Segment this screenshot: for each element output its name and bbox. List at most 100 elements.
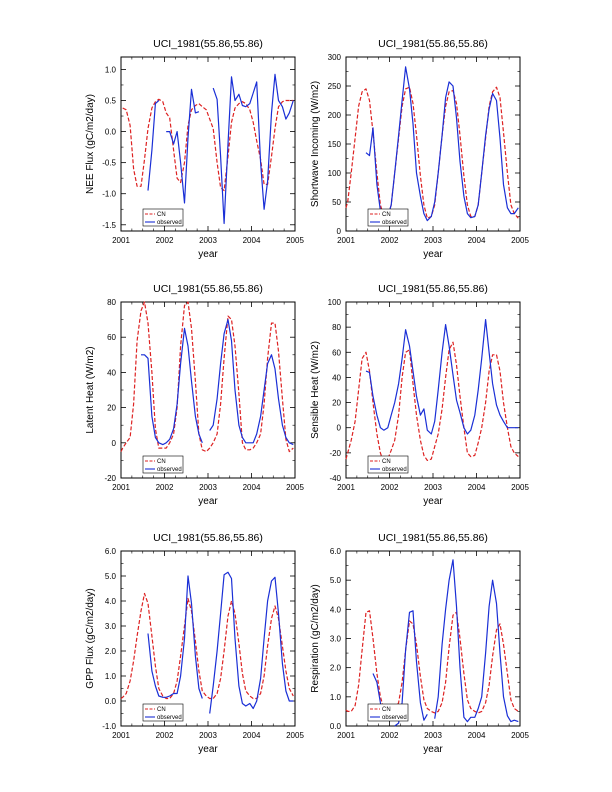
chart-title: UCI_1981(55.86,55.86)	[153, 38, 263, 50]
y-tick-label: 200	[328, 111, 342, 120]
chart-panel-4: UCI_1981(55.86,55.86)2001 2002 2003 2004 200…	[310, 283, 529, 507]
chart-title: UCI_1981(55.86,55.86)	[378, 38, 488, 50]
chart-title: UCI_1981(55.86,55.86)	[378, 532, 488, 544]
y-axis-label: Shortwave Incoming (W/m2)	[310, 81, 321, 207]
chart-panel-5: UCI_1981(55.86,55.86) 2001 2002 2003 2004 200…	[85, 532, 304, 755]
y-tick-label: 0.0	[105, 128, 117, 137]
plot-frame	[120, 56, 296, 232]
x-axis-label: year	[198, 249, 218, 260]
x-axis-label: year	[423, 744, 443, 755]
y-tick-label: 6.0	[105, 547, 117, 556]
y-tick-label: 1.0	[105, 672, 117, 681]
y-tick-label: 0.0	[330, 722, 342, 731]
y-tick-label: 4.0	[105, 597, 117, 606]
legend-label: CN	[157, 459, 166, 465]
x-tick-label: 2003	[199, 731, 217, 740]
y-tick-label: 20	[107, 404, 116, 413]
chart-title: UCI_1981(55.86,55.86)	[153, 532, 263, 544]
y-tick-label: 0.0	[105, 697, 117, 706]
chart-panel-1: UCI_1981(55.86,55.86) 2001 2002 2003 2004 200…	[85, 38, 304, 260]
x-tick-label: 2003	[424, 731, 442, 740]
legend-label: CN	[382, 212, 391, 218]
x-tick-label: 2003	[199, 483, 217, 492]
x-tick-label: 2002	[381, 731, 399, 740]
y-tick-label: -0.5	[102, 159, 116, 168]
x-axis-label: year	[198, 744, 218, 755]
series-line-cn	[345, 86, 519, 219]
y-tick-label: -20	[329, 449, 341, 458]
series-line-cn	[120, 592, 294, 700]
legend-label: observed	[382, 715, 407, 721]
y-tick-label: 60	[332, 348, 341, 357]
y-tick-label: -40	[329, 474, 341, 483]
y-tick-label: 2.0	[330, 664, 342, 673]
series-line-cn	[122, 98, 294, 192]
plot-frame	[120, 301, 296, 479]
x-tick-label: 2004	[468, 483, 486, 492]
plot-frame	[345, 56, 521, 232]
x-tick-label: 2005	[286, 731, 304, 740]
legend-label: observed	[157, 715, 182, 721]
legend-label: observed	[157, 467, 182, 473]
y-tick-label: -1.5	[102, 221, 116, 230]
legend-label: observed	[382, 467, 407, 473]
x-tick-label: 2001	[337, 236, 355, 245]
legend-label: observed	[157, 220, 182, 226]
x-tick-label: 2005	[511, 483, 529, 492]
series-line-observed	[141, 319, 294, 446]
y-tick-label: 1.0	[105, 65, 117, 74]
x-tick-label: 2003	[424, 236, 442, 245]
y-tick-label: 3.0	[330, 635, 342, 644]
y-tick-label: 100	[328, 298, 342, 307]
y-tick-label: 3.0	[105, 622, 117, 631]
y-tick-label: 2.0	[105, 647, 117, 656]
y-tick-label: 60	[107, 333, 116, 342]
y-tick-label: 0	[112, 439, 117, 448]
x-axis-label: year	[423, 249, 443, 260]
x-tick-label: 2005	[511, 731, 529, 740]
y-tick-label: 0.5	[105, 97, 117, 106]
series-line-observed	[365, 66, 519, 222]
series-line-observed	[365, 319, 519, 435]
x-tick-label: 2002	[156, 236, 174, 245]
chart-panel-2: UCI_1981(55.86,55.86) 2001 2002 2003 2004 200…	[310, 38, 529, 260]
series-line-observed	[147, 73, 294, 225]
y-axis-label: GPP Flux (gC/m2/day)	[85, 588, 96, 688]
series-line-observed	[372, 559, 519, 727]
series-line-cn	[345, 610, 519, 714]
x-tick-label: 2001	[337, 731, 355, 740]
x-tick-label: 2001	[112, 731, 130, 740]
x-tick-label: 2005	[286, 236, 304, 245]
series-line-observed	[147, 571, 294, 714]
y-tick-label: -1.0	[102, 190, 116, 199]
x-tick-label: 2003	[424, 483, 442, 492]
series-line-cn	[345, 341, 519, 464]
y-tick-label: 40	[332, 373, 341, 382]
x-axis-label: year	[198, 496, 218, 507]
y-tick-label: 40	[107, 368, 116, 377]
plot-frame	[345, 550, 521, 727]
chart-panel-3: UCI_1981(55.86,55.86) 2001 2002 2003 2004 20 0…	[85, 283, 304, 507]
x-tick-label: 2004	[243, 483, 261, 492]
legend-label: observed	[382, 220, 407, 226]
legend-label: CN	[157, 707, 166, 713]
y-axis-label: Latent Heat (W/m2)	[85, 346, 96, 433]
y-tick-label: 1.0	[330, 693, 342, 702]
x-tick-label: 2004	[243, 236, 261, 245]
y-tick-label: 100	[328, 169, 342, 178]
y-tick-label: 6.0	[330, 547, 342, 556]
x-tick-label: 2002	[156, 483, 174, 492]
y-tick-label: 80	[332, 323, 341, 332]
y-tick-label: -20	[104, 474, 116, 483]
legend-label: CN	[382, 707, 391, 713]
x-tick-label: 2002	[381, 236, 399, 245]
x-tick-label: 2001	[337, 483, 355, 492]
x-tick-label: 2003	[199, 236, 217, 245]
legend-label: CN	[382, 459, 391, 465]
chart-title: UCI_1981(55.86,55.86)	[153, 283, 263, 295]
y-tick-label: 80	[107, 298, 116, 307]
series-line-cn	[120, 301, 294, 453]
x-tick-label: 2001	[112, 483, 130, 492]
y-tick-label: 250	[328, 82, 342, 91]
y-tick-label: 50	[332, 198, 341, 207]
